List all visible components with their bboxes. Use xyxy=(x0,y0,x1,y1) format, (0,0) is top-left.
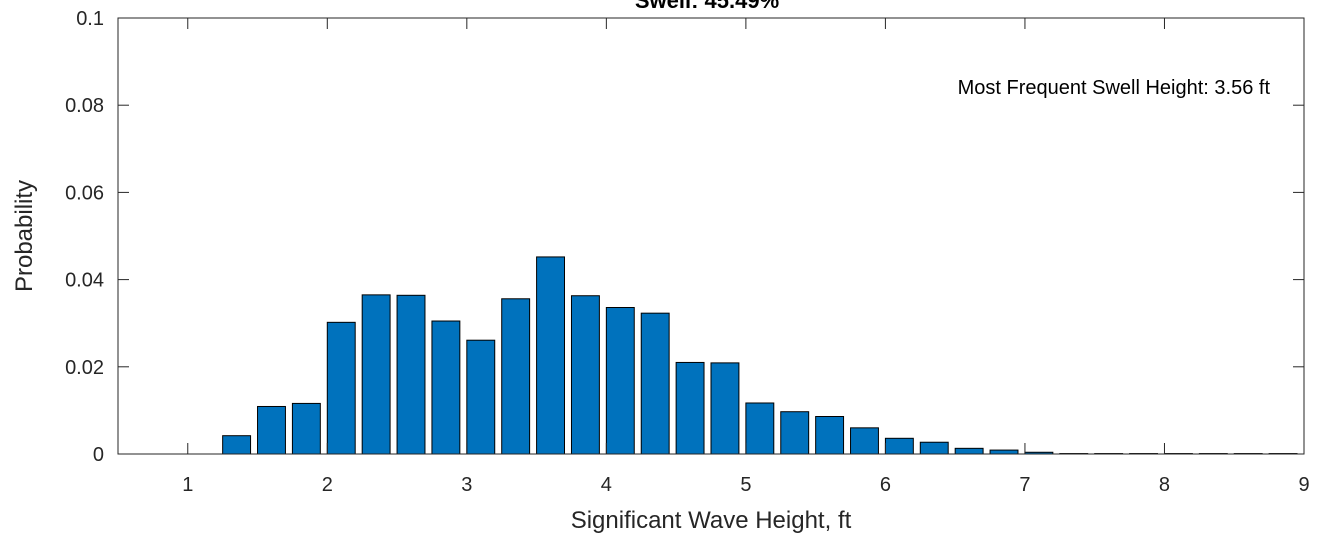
x-tick-label: 5 xyxy=(740,474,751,496)
bar xyxy=(396,294,426,455)
x-axis-title: Significant Wave Height, ft xyxy=(571,507,852,534)
bar xyxy=(605,307,635,455)
bar xyxy=(326,321,356,455)
bar xyxy=(919,441,949,455)
plot-frame xyxy=(117,17,1305,455)
bar xyxy=(361,294,391,455)
y-tick-label: 0 xyxy=(93,444,104,466)
bar xyxy=(257,405,286,455)
x-tick-label: 7 xyxy=(1019,474,1030,496)
y-tick-label: 0.08 xyxy=(65,95,104,117)
bar xyxy=(989,449,1019,455)
y-tick-label: 0.04 xyxy=(65,270,104,292)
y-tick-label: 0.02 xyxy=(65,357,104,379)
x-tick-label: 2 xyxy=(322,474,333,496)
bar xyxy=(745,402,775,455)
bar xyxy=(501,298,531,455)
annotation-most-frequent: Most Frequent Swell Height: 3.56 ft xyxy=(958,77,1271,99)
chart-title: Swell: 45.49% xyxy=(635,0,779,13)
bar xyxy=(954,447,984,455)
x-tick-labels: 1 2 3 4 5 6 7 8 9 xyxy=(182,474,1309,496)
x-tick-label: 1 xyxy=(182,474,193,496)
ticks-group xyxy=(118,17,1305,455)
x-tick-label: 8 xyxy=(1159,474,1170,496)
bar xyxy=(850,427,879,455)
bar xyxy=(536,256,566,455)
bar xyxy=(815,416,845,455)
y-axis-title: Probability xyxy=(11,180,38,292)
bar xyxy=(640,312,670,455)
y-tick-labels: 0 0.02 0.04 0.06 0.08 0.1 xyxy=(65,8,104,466)
bar xyxy=(291,402,321,455)
bar xyxy=(675,361,705,455)
x-tick-label: 3 xyxy=(461,474,472,496)
bar xyxy=(466,339,496,455)
x-tick-label: 6 xyxy=(880,474,891,496)
x-tick-label: 4 xyxy=(601,474,612,496)
bar xyxy=(884,437,914,455)
bar xyxy=(431,320,461,455)
y-tick-label: 0.1 xyxy=(76,8,104,30)
x-tick-label: 9 xyxy=(1298,474,1309,496)
bars-group xyxy=(222,256,1298,455)
bar xyxy=(710,362,740,455)
y-tick-label: 0.06 xyxy=(65,182,104,204)
bar xyxy=(570,295,600,455)
bar xyxy=(222,435,252,455)
bar xyxy=(780,411,810,455)
